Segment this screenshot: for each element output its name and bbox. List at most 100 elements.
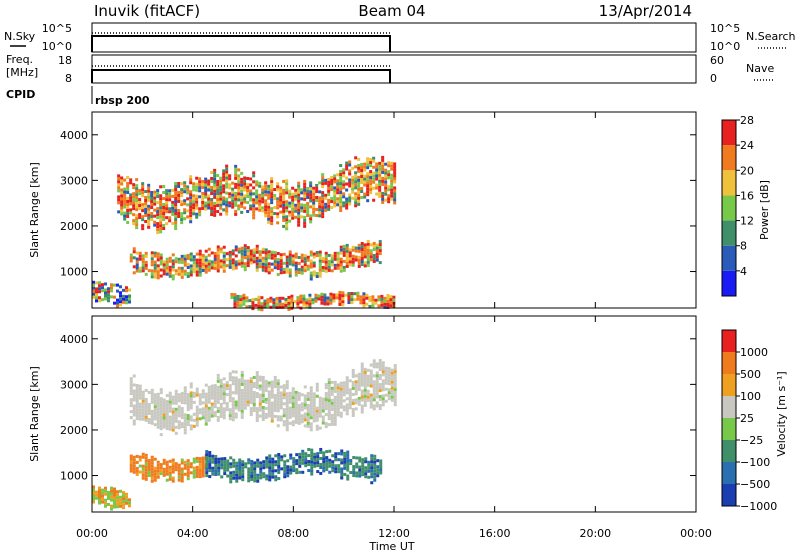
velocity-echo-cell [351,398,355,402]
velocity-echo-cell [207,400,211,404]
velocity-echo-cell [119,489,122,493]
velocity-echo-cell [390,386,394,390]
power-echo-cell [123,190,127,194]
power-echo-cell [320,295,324,299]
power-echo-cell [369,191,373,195]
power-echo-cell [363,168,367,172]
velocity-echo-cell [346,462,350,466]
power-echo-cell [273,212,277,216]
velocity-echo-cell [125,498,128,502]
velocity-echo-cell [144,418,148,422]
velocity-echo-cell [276,403,280,407]
power-echo-cell [245,296,249,300]
power-echo-cell [219,182,223,186]
power-echo-cell [348,248,352,252]
power-echo-cell [225,173,229,177]
power-echo-cell [189,214,193,218]
power-echo-cell [291,254,295,258]
velocity-echo-cell [150,476,154,480]
power-echo-cell [381,161,385,165]
power-echo-cell [282,212,286,216]
velocity-echo-cell [110,495,113,499]
velocity-echo-cell [216,400,220,404]
power-echo-cell [285,200,289,204]
power-echo-cell [201,191,205,195]
power-echo-cell [378,173,382,177]
noise-right-tick-top: 10^5 [710,22,740,35]
velocity-echo-cell [244,465,248,469]
velocity-echo-cell [174,425,178,429]
velocity-echo-cell [390,368,394,372]
velocity-echo-cell [256,461,260,465]
power-echo-cell [141,260,145,264]
velocity-echo-cell [135,405,139,409]
velocity-echo-cell [98,486,101,490]
velocity-echo-cell [156,401,160,405]
power-echo-cell [159,256,163,260]
power-echo-cell [330,263,334,267]
power-echo-cell [141,224,145,228]
velocity-echo-cell [324,392,328,396]
power-echo-cell [291,198,295,202]
power-echo-cell [147,195,151,199]
power-echo-cell [113,283,116,287]
velocity-echo-cell [234,406,238,410]
velocity-echo-cell [372,386,376,390]
power-cbar-swatch-4 [722,170,736,196]
velocity-echo-cell [364,466,368,470]
power-echo-cell [240,195,244,199]
power-echo-cell [180,266,184,270]
power-echo-cell [360,263,364,267]
power-echo-cell [180,269,184,273]
velocity-echo-cell [249,383,253,387]
velocity-echo-cell [345,391,349,395]
power-echo-cell [189,178,193,182]
velocity-echo-cell [361,458,365,462]
power-echo-cell [120,176,124,180]
velocity-echo-cell [270,383,274,387]
power-echo-cell [174,209,178,213]
power-echo-cell [177,266,181,270]
velocity-echo-cell [141,467,145,471]
power-echo-cell [257,304,261,308]
power-echo-cell [378,176,382,180]
velocity-echo-cell [240,373,244,377]
velocity-echo-cell [369,381,373,385]
power-echo-cell [186,209,190,213]
velocity-echo-cell [265,456,269,460]
power-echo-cell [141,188,145,192]
velocity-echo-cell [229,456,233,460]
power-echo-cell [363,243,367,247]
power-echo-cell [231,267,235,271]
velocity-echo-cell [92,494,95,498]
power-echo-cell [144,207,148,211]
power-echo-cell [192,197,196,201]
power-echo-cell [210,201,214,205]
power-echo-cell [246,185,250,189]
velocity-echo-cell [327,402,331,406]
power-echo-cell [309,181,313,185]
power-echo-cell [198,195,202,199]
velocity-echo-cell [195,387,199,391]
power-echo-cell [129,208,133,212]
power-echo-cell [315,275,319,279]
velocity-echo-cell [174,389,178,393]
power-echo-cell [240,201,244,205]
velocity-echo-cell [342,381,346,385]
power-echo-cell [234,209,238,213]
power-echo-cell [216,266,220,270]
velocity-echo-cell [291,387,295,391]
velocity-echo-cell [165,472,169,476]
power-echo-cell [267,196,271,200]
power-echo-cell [213,183,217,187]
power-echo-cell [237,250,241,254]
power-echo-cell [336,179,340,183]
power-echo-cell [234,176,238,180]
power-echo-cell [315,214,319,218]
velocity-echo-cell [340,473,344,477]
velocity-echo-cell [183,472,187,476]
velocity-echo-cell [135,472,139,476]
power-echo-cell [375,243,379,247]
